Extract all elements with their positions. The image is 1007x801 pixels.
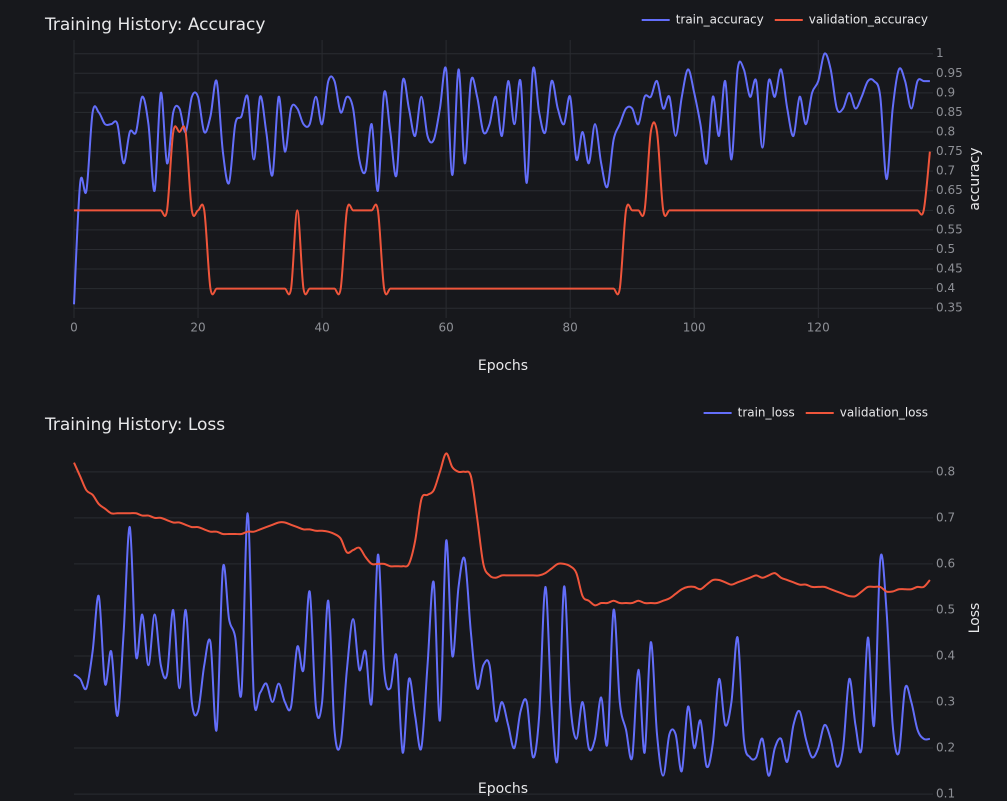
y-tick-label: 0.7: [936, 510, 955, 524]
x-tick-label: 60: [438, 321, 453, 335]
x-tick-label: 40: [314, 321, 329, 335]
plot-area: [73, 452, 931, 777]
legend: train_loss validation_loss: [703, 406, 928, 420]
x-axis-title: Epochs: [478, 358, 528, 374]
x-tick-label: 120: [807, 321, 830, 335]
y-tick-label: 0.65: [936, 183, 963, 197]
y-tick-label: 0.2: [936, 741, 955, 755]
y-tick-label: 0.4: [936, 281, 955, 295]
series-line: [73, 121, 931, 296]
y-tick-label: 0.7: [936, 164, 955, 178]
legend: train_accuracy validation_accuracy: [641, 13, 928, 27]
legend-label: validation_loss: [840, 406, 928, 420]
legend-label: train_loss: [738, 406, 795, 420]
x-tick-label: 0: [70, 321, 78, 335]
plot-area: [73, 52, 931, 305]
y-tick-label: 0.55: [936, 222, 963, 236]
chart-title: Training History: Loss: [44, 415, 225, 435]
x-tick-label: 80: [563, 321, 578, 335]
y-tick-label: 0.45: [936, 262, 963, 276]
legend-label: validation_accuracy: [809, 13, 928, 27]
chart-title: Training History: Accuracy: [44, 15, 265, 35]
y-tick-label: 0.1: [936, 787, 955, 801]
y-tick-label: 0.5: [936, 602, 955, 616]
y-axis-title: Loss: [967, 603, 983, 634]
y-tick-label: 0.95: [936, 66, 963, 80]
series-line: [73, 52, 930, 305]
y-tick-label: 0.5: [936, 242, 955, 256]
y-tick-label: 0.35: [936, 301, 963, 315]
y-tick-label: 0.4: [936, 648, 955, 662]
y-tick-label: 0.9: [936, 85, 955, 99]
series-line: [73, 512, 931, 777]
series-line: [73, 452, 931, 607]
y-tick-label: 0.6: [936, 556, 955, 570]
y-tick-label: 0.3: [936, 695, 955, 709]
y-tick-label: 1: [936, 46, 944, 60]
y-tick-label: 0.6: [936, 203, 955, 217]
x-tick-label: 20: [190, 321, 205, 335]
x-tick-label: 100: [683, 321, 706, 335]
y-tick-label: 0.85: [936, 105, 963, 119]
y-tick-label: 0.8: [936, 464, 955, 478]
x-axis-title: Epochs: [478, 781, 528, 797]
y-axis-title: accuracy: [967, 147, 983, 210]
legend-label: train_accuracy: [676, 13, 764, 27]
y-tick-label: 0.8: [936, 125, 955, 139]
y-tick-label: 0.75: [936, 144, 963, 158]
